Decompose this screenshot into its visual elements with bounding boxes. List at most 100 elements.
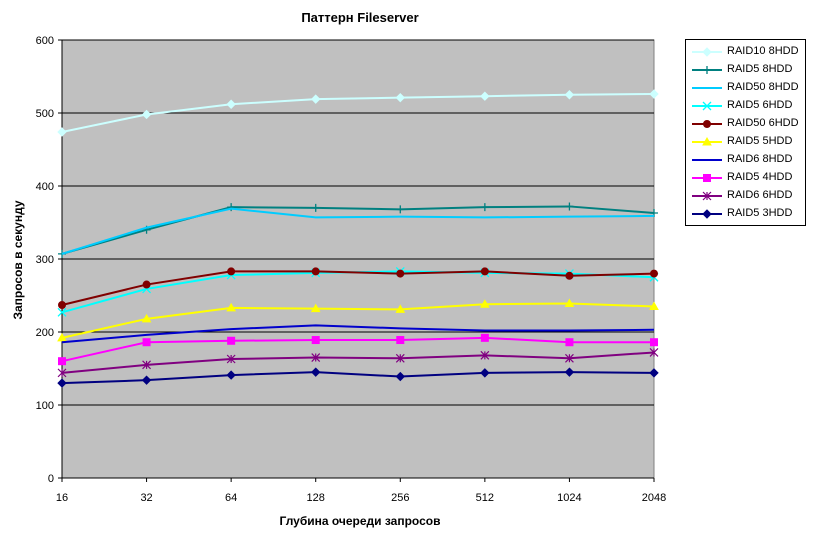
legend-item: RAID10 8HDD [686,43,805,61]
data-point [565,271,574,280]
x-tick-label: 256 [391,492,409,504]
data-point [57,368,67,378]
data-point [395,353,405,363]
series-raid50-8hdd [61,207,655,255]
series-line [61,351,655,374]
data-point [311,336,320,345]
x-tick-label: 2048 [642,492,666,504]
data-point [564,298,575,308]
data-point [702,136,712,146]
data-point [141,375,152,385]
data-point [480,267,489,276]
data-point [480,91,490,101]
y-tick-label: 300 [36,254,54,266]
data-point [141,109,152,120]
y-tick-label: 100 [36,400,54,412]
legend-swatch [692,87,722,89]
data-point [479,299,490,308]
data-point [702,101,712,111]
data-point [142,360,151,370]
series-line [61,93,655,133]
legend-label: RAID5 6HDD [727,99,793,111]
data-point [649,348,659,357]
legend-item: RAID6 8HDD [686,151,805,169]
data-point [480,350,490,360]
data-point [227,267,236,276]
data-point [649,89,659,99]
data-point [395,304,406,313]
data-point [395,92,405,103]
data-point [564,90,575,100]
x-axis-title: Глубина очереди запросов [279,514,441,528]
data-point [703,120,711,128]
legend-swatch [692,66,722,74]
data-point [650,209,658,218]
legend-item: RAID5 4HDD [686,169,805,187]
data-point [480,203,489,212]
series-line [61,302,655,339]
legend-swatch [692,174,722,182]
data-point [702,191,712,201]
legend-item: RAID50 8HDD [686,79,805,97]
legend-label: RAID10 8HDD [727,45,799,57]
legend-label: RAID5 4HDD [727,171,793,183]
series-line [61,207,655,255]
legend-swatch [692,101,722,111]
series-raid6-6hdd [57,348,659,378]
series-lines [57,89,659,388]
legend-label: RAID6 6HDD [727,189,793,201]
data-point [142,338,151,347]
legend-swatch [692,191,722,201]
data-point [649,301,659,310]
data-point [57,307,67,317]
series-raid6-8hdd [61,324,655,344]
y-tick-labels: 0 100 200 300 400 500 600 [36,35,62,485]
legend-item: RAID5 6HDD [686,97,805,115]
legend-item: RAID6 6HDD [686,187,805,205]
data-point [310,303,321,313]
x-tick-label: 32 [140,492,152,504]
data-point [141,313,152,323]
legend-swatch [692,47,722,57]
series-raid5-3hdd [57,367,659,388]
data-point [396,269,405,278]
data-point [565,353,574,363]
data-point [311,94,321,104]
series-line [61,324,655,344]
series-raid5-4hdd [58,333,658,366]
data-point [227,336,236,345]
data-point [311,203,320,212]
data-point [565,338,574,347]
data-point [396,205,405,214]
data-point [480,333,489,342]
data-point [702,209,712,219]
data-point [57,127,67,137]
series-line [61,270,655,306]
data-point [702,47,712,57]
data-point [650,338,658,347]
data-point [58,300,66,309]
legend-item: RAID50 6HDD [686,115,805,133]
legend-item: RAID5 5HDD [686,133,805,151]
y-tick-label: 200 [36,327,54,339]
legend-label: RAID5 5HDD [727,135,793,147]
y-tick-label: 0 [48,473,54,485]
series-line [61,371,655,385]
data-point [396,336,405,345]
legend-label: RAID50 6HDD [727,117,799,129]
y-tick-label: 500 [36,108,54,120]
data-point [564,367,575,377]
data-point [395,371,405,382]
data-point [226,302,237,312]
legend-swatch [692,159,722,161]
data-point [649,368,659,378]
legend: RAID10 8HDD RAID5 8HDD RAID50 8HDD RAID5 6H… [685,39,806,226]
legend-swatch [692,136,722,146]
x-tick-label: 512 [476,492,494,504]
data-point [311,367,321,377]
legend-label: RAID5 8HDD [727,63,793,75]
y-tick-label: 600 [36,35,54,47]
data-point [227,203,236,212]
legend-label: RAID50 8HDD [727,81,799,93]
